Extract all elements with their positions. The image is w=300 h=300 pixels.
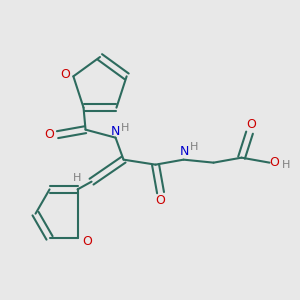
Text: O: O — [82, 236, 92, 248]
Text: H: H — [74, 173, 82, 183]
Text: O: O — [247, 118, 256, 131]
Text: H: H — [122, 123, 130, 133]
Text: N: N — [180, 145, 189, 158]
Text: H: H — [190, 142, 199, 152]
Text: O: O — [270, 156, 280, 169]
Text: H: H — [282, 160, 291, 170]
Text: O: O — [60, 68, 70, 81]
Text: O: O — [156, 194, 166, 207]
Text: O: O — [45, 128, 55, 141]
Text: N: N — [111, 125, 120, 138]
